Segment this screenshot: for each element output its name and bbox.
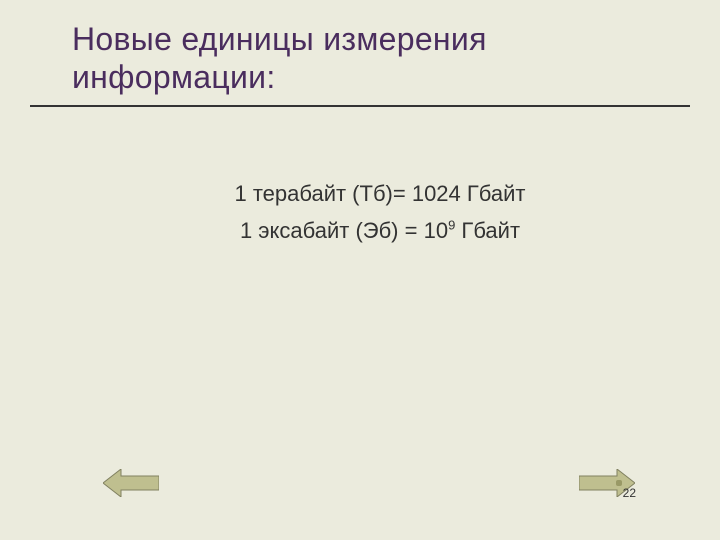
content-line-1: 1 терабайт (Тб)= 1024 Гбайт [40, 177, 720, 210]
line2-prefix: 1 эксабайт (Эб) = 10 [240, 218, 448, 243]
arrow-left-icon [103, 469, 159, 497]
content-line-2: 1 эксабайт (Эб) = 109 Гбайт [40, 214, 720, 247]
slide-content: 1 терабайт (Тб)= 1024 Гбайт 1 эксабайт (… [0, 177, 720, 247]
title-divider [30, 105, 690, 107]
footer-bullet [616, 480, 622, 486]
slide-number: 22 [623, 486, 636, 500]
slide-title: Новые единицы измеренияинформации: [0, 0, 720, 97]
line2-suffix: Гбайт [455, 218, 520, 243]
prev-slide-button[interactable] [103, 469, 159, 502]
